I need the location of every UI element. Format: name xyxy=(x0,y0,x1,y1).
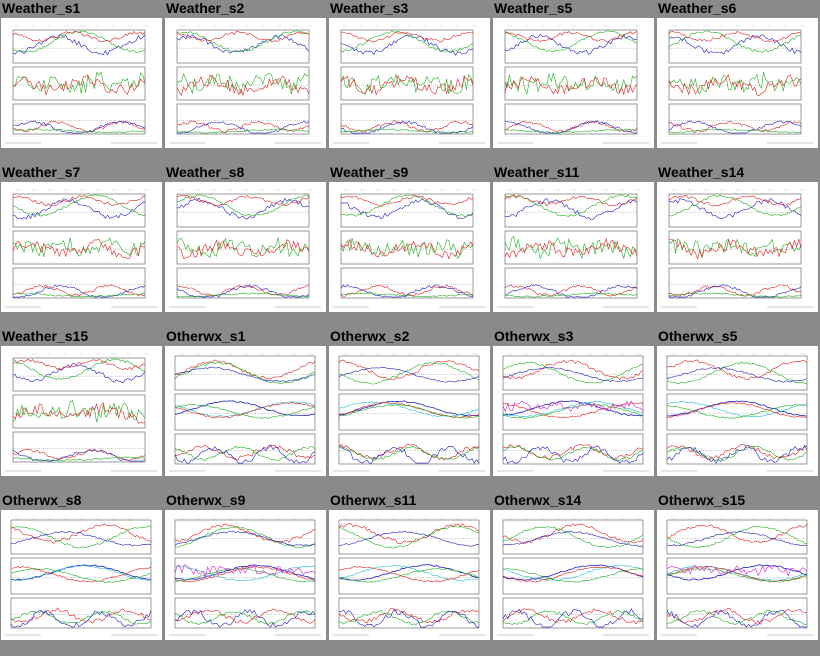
tile-title: Otherwx_s3 xyxy=(494,328,574,344)
plot-thumbnail[interactable] xyxy=(1,346,162,476)
plot-tile: Weather_s3 xyxy=(328,0,492,164)
tile-title: Weather_s9 xyxy=(330,164,409,180)
tile-title: Weather_s3 xyxy=(330,0,409,16)
tile-title: Otherwx_s1 xyxy=(166,328,246,344)
plot-tile: Otherwx_s9 xyxy=(164,492,328,656)
plot-thumbnail[interactable] xyxy=(329,18,490,148)
plot-thumbnail[interactable] xyxy=(657,346,818,476)
plot-thumbnail[interactable] xyxy=(165,182,326,312)
plot-tile: Weather_s7 xyxy=(0,164,164,328)
plot-thumbnail[interactable] xyxy=(329,182,490,312)
tile-title: Weather_s7 xyxy=(2,164,81,180)
plot-thumbnail[interactable] xyxy=(165,18,326,148)
plot-tile: Weather_s5 xyxy=(492,0,656,164)
tile-title: Otherwx_s8 xyxy=(2,492,82,508)
plot-tile: Otherwx_s1 xyxy=(164,328,328,492)
tile-title: Otherwx_s9 xyxy=(166,492,246,508)
plot-thumbnail[interactable] xyxy=(657,182,818,312)
plot-thumbnail[interactable] xyxy=(493,510,654,640)
plot-thumbnail[interactable] xyxy=(657,510,818,640)
plot-tile: Weather_s14 xyxy=(656,164,820,328)
plot-thumbnail[interactable] xyxy=(329,346,490,476)
tile-title: Weather_s8 xyxy=(166,164,245,180)
plot-thumbnail[interactable] xyxy=(165,510,326,640)
plot-tile: Otherwx_s5 xyxy=(656,328,820,492)
tile-title: Weather_s15 xyxy=(2,328,89,344)
plot-tile: Otherwx_s8 xyxy=(0,492,164,656)
tile-title: Weather_s6 xyxy=(658,0,737,16)
tile-title: Weather_s1 xyxy=(2,0,81,16)
tile-title: Otherwx_s2 xyxy=(330,328,410,344)
tile-title: Otherwx_s14 xyxy=(494,492,582,508)
plot-tile: Otherwx_s11 xyxy=(328,492,492,656)
plot-tile: Weather_s9 xyxy=(328,164,492,328)
plot-thumbnail[interactable] xyxy=(493,346,654,476)
plot-tile: Weather_s15 xyxy=(0,328,164,492)
plot-tile: Weather_s2 xyxy=(164,0,328,164)
tile-title: Weather_s11 xyxy=(494,164,580,180)
plot-thumbnail[interactable] xyxy=(1,182,162,312)
tile-title: Otherwx_s5 xyxy=(658,328,738,344)
plot-tile: Otherwx_s14 xyxy=(492,492,656,656)
plot-tile: Weather_s8 xyxy=(164,164,328,328)
plot-thumbnail[interactable] xyxy=(1,510,162,640)
plot-tile: Otherwx_s3 xyxy=(492,328,656,492)
plot-thumbnail[interactable] xyxy=(1,18,162,148)
plot-thumbnail[interactable] xyxy=(165,346,326,476)
plot-tile: Otherwx_s2 xyxy=(328,328,492,492)
tile-title: Weather_s14 xyxy=(658,164,745,180)
plot-thumbnail[interactable] xyxy=(493,18,654,148)
tile-title: Otherwx_s15 xyxy=(658,492,746,508)
plot-thumbnail[interactable] xyxy=(329,510,490,640)
plot-thumbnail[interactable] xyxy=(493,182,654,312)
plot-tile: Otherwx_s15 xyxy=(656,492,820,656)
plot-tile: Weather_s6 xyxy=(656,0,820,164)
plot-thumbnail[interactable] xyxy=(657,18,818,148)
plot-tile: Weather_s11 xyxy=(492,164,656,328)
tile-title: Weather_s2 xyxy=(166,0,245,16)
tile-title: Weather_s5 xyxy=(494,0,573,16)
tile-title: Otherwx_s11 xyxy=(330,492,417,508)
plot-tile: Weather_s1 xyxy=(0,0,164,164)
